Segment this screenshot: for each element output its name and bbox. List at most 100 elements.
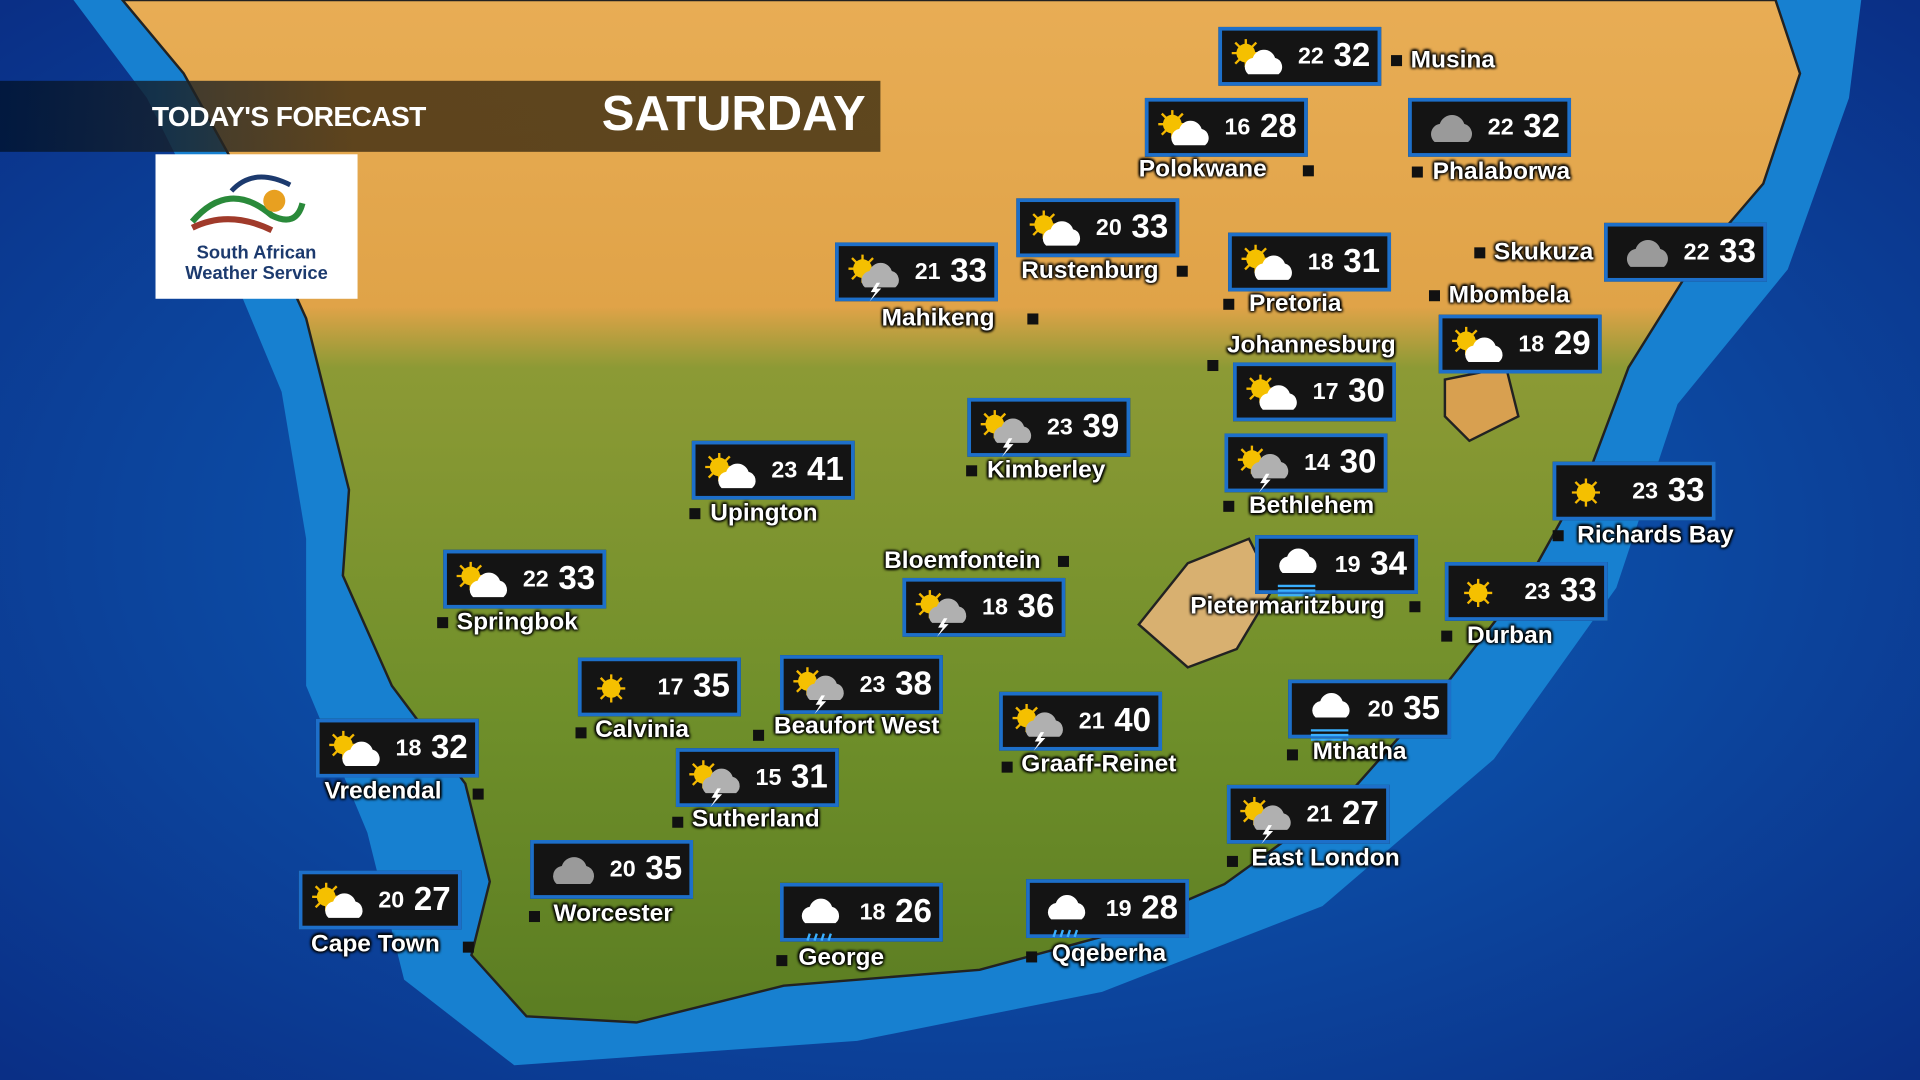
city-label-pietermaritzburg: Pietermaritzburg <box>1190 592 1385 620</box>
forecast-box-durban: 23 33 <box>1444 562 1608 621</box>
max-temp: 29 <box>1553 324 1591 362</box>
min-temp: 21 <box>1306 802 1333 828</box>
min-temp: 18 <box>395 735 422 762</box>
max-temp: 35 <box>1403 689 1441 727</box>
min-temp: 23 <box>1046 415 1073 441</box>
max-temp: 39 <box>1082 407 1120 445</box>
max-temp: 28 <box>1141 888 1179 926</box>
city-label-pretoria: Pretoria <box>1248 290 1342 318</box>
city-label-bloemfontein: Bloemfontein <box>884 547 1041 575</box>
forecast-box-mthatha: 20 35 <box>1288 679 1452 741</box>
min-temp: 20 <box>1095 215 1122 242</box>
min-temp: 23 <box>859 672 886 698</box>
min-temp: 22 <box>1297 44 1324 70</box>
min-temp: 20 <box>1367 696 1394 723</box>
city-marker-musina <box>1391 55 1403 67</box>
max-temp: 31 <box>1343 242 1381 280</box>
city-label-richards-bay: Richards Bay <box>1577 521 1734 549</box>
max-temp: 33 <box>1719 232 1756 270</box>
city-marker-worcester <box>528 911 541 923</box>
forecast-box-qqeberha: 19 28 <box>1026 879 1189 938</box>
city-label-springbok: Springbok <box>456 608 578 636</box>
city-label-cape-town: Cape Town <box>311 930 440 958</box>
forecast-box-bloemfontein: 18 36 <box>902 577 1066 637</box>
city-marker-sutherland <box>672 816 684 828</box>
min-temp: 18 <box>1518 331 1545 358</box>
city-marker-springbok <box>437 617 449 629</box>
city-marker-vredendal <box>472 788 484 800</box>
forecast-box-rustenburg: 20 33 <box>1016 198 1180 258</box>
max-temp: 35 <box>693 667 730 705</box>
max-temp: 38 <box>895 664 932 702</box>
min-temp: 18 <box>859 900 886 926</box>
min-temp: 16 <box>1224 115 1251 141</box>
min-temp: 19 <box>1105 896 1132 923</box>
forecast-box-mbombela: 18 29 <box>1438 314 1602 374</box>
city-label-mahikeng: Mahikeng <box>881 304 995 332</box>
min-temp: 20 <box>609 857 636 883</box>
saws-logo-icon <box>189 174 306 233</box>
city-label-mbombela: Mbombela <box>1448 281 1570 309</box>
forecast-day: SATURDAY <box>601 86 866 141</box>
max-temp: 26 <box>895 892 932 930</box>
max-temp: 30 <box>1348 372 1385 409</box>
city-label-phalaborwa: Phalaborwa <box>1432 157 1571 185</box>
city-label-skukuza: Skukuza <box>1493 238 1594 266</box>
saws-logo: South African Weather Service <box>155 154 358 299</box>
max-temp: 27 <box>413 880 451 918</box>
logo-text-1: South African <box>196 242 317 264</box>
city-label-durban: Durban <box>1466 622 1553 649</box>
max-temp: 31 <box>791 757 828 795</box>
city-label-beaufort-west: Beaufort West <box>773 712 940 740</box>
forecast-box-east-london: 21 27 <box>1226 784 1390 844</box>
forecast-box-cape-town: 20 27 <box>298 870 462 930</box>
min-temp: 18 <box>982 595 1008 621</box>
city-marker-upington <box>689 508 701 520</box>
city-marker-east-london <box>1226 855 1238 867</box>
forecast-box-kimberley: 23 39 <box>967 397 1131 457</box>
city-label-mthatha: Mthatha <box>1312 738 1407 766</box>
city-marker-kimberley <box>966 465 978 477</box>
forecast-box-upington: 23 41 <box>691 440 855 500</box>
max-temp: 32 <box>431 728 468 766</box>
max-temp: 36 <box>1017 587 1055 625</box>
city-label-qqeberha: Qqeberha <box>1051 940 1167 968</box>
forecast-box-johannesburg: 17 30 <box>1233 362 1396 422</box>
city-marker-qqeberha <box>1026 951 1038 963</box>
forecast-box-phalaborwa: 22 32 <box>1408 97 1572 157</box>
max-temp: 33 <box>558 559 596 597</box>
forecast-box-musina: 22 32 <box>1218 26 1382 86</box>
city-marker-mbombela <box>1428 290 1441 302</box>
forecast-box-calvinia: 17 35 <box>577 657 741 717</box>
max-temp: 30 <box>1339 443 1377 481</box>
forecast-box-skukuza: 22 33 <box>1604 222 1767 282</box>
city-label-worcester: Worcester <box>553 900 673 927</box>
city-marker-pretoria <box>1223 298 1235 310</box>
city-marker-polokwane <box>1302 165 1314 177</box>
city-marker-bloemfontein <box>1057 555 1069 567</box>
logo-text-2: Weather Service <box>185 263 328 285</box>
forecast-box-vredendal: 18 32 <box>315 718 479 778</box>
max-temp: 33 <box>1667 471 1705 509</box>
min-temp: 20 <box>378 887 405 914</box>
forecast-box-graaff-reinet: 21 40 <box>999 691 1163 751</box>
city-marker-calvinia <box>575 727 587 739</box>
min-temp: 19 <box>1334 552 1361 578</box>
min-temp: 17 <box>1312 379 1339 406</box>
min-temp: 15 <box>755 765 782 792</box>
city-label-calvinia: Calvinia <box>595 716 690 744</box>
forecast-box-beaufort-west: 23 38 <box>780 655 943 715</box>
max-temp: 33 <box>1560 571 1597 609</box>
min-temp: 22 <box>522 566 549 593</box>
max-temp: 40 <box>1114 701 1152 739</box>
forecast-box-pretoria: 18 31 <box>1228 232 1392 292</box>
city-label-george: George <box>798 944 885 972</box>
forecast-box-pietermaritzburg: 19 34 <box>1255 535 1418 597</box>
min-temp: 22 <box>1683 240 1710 266</box>
city-marker-skukuza <box>1474 247 1486 259</box>
city-label-kimberley: Kimberley <box>986 456 1106 484</box>
min-temp: 21 <box>1078 708 1105 735</box>
min-temp: 21 <box>914 259 941 286</box>
min-temp: 22 <box>1487 115 1514 141</box>
forecast-box-polokwane: 16 28 <box>1144 97 1308 157</box>
